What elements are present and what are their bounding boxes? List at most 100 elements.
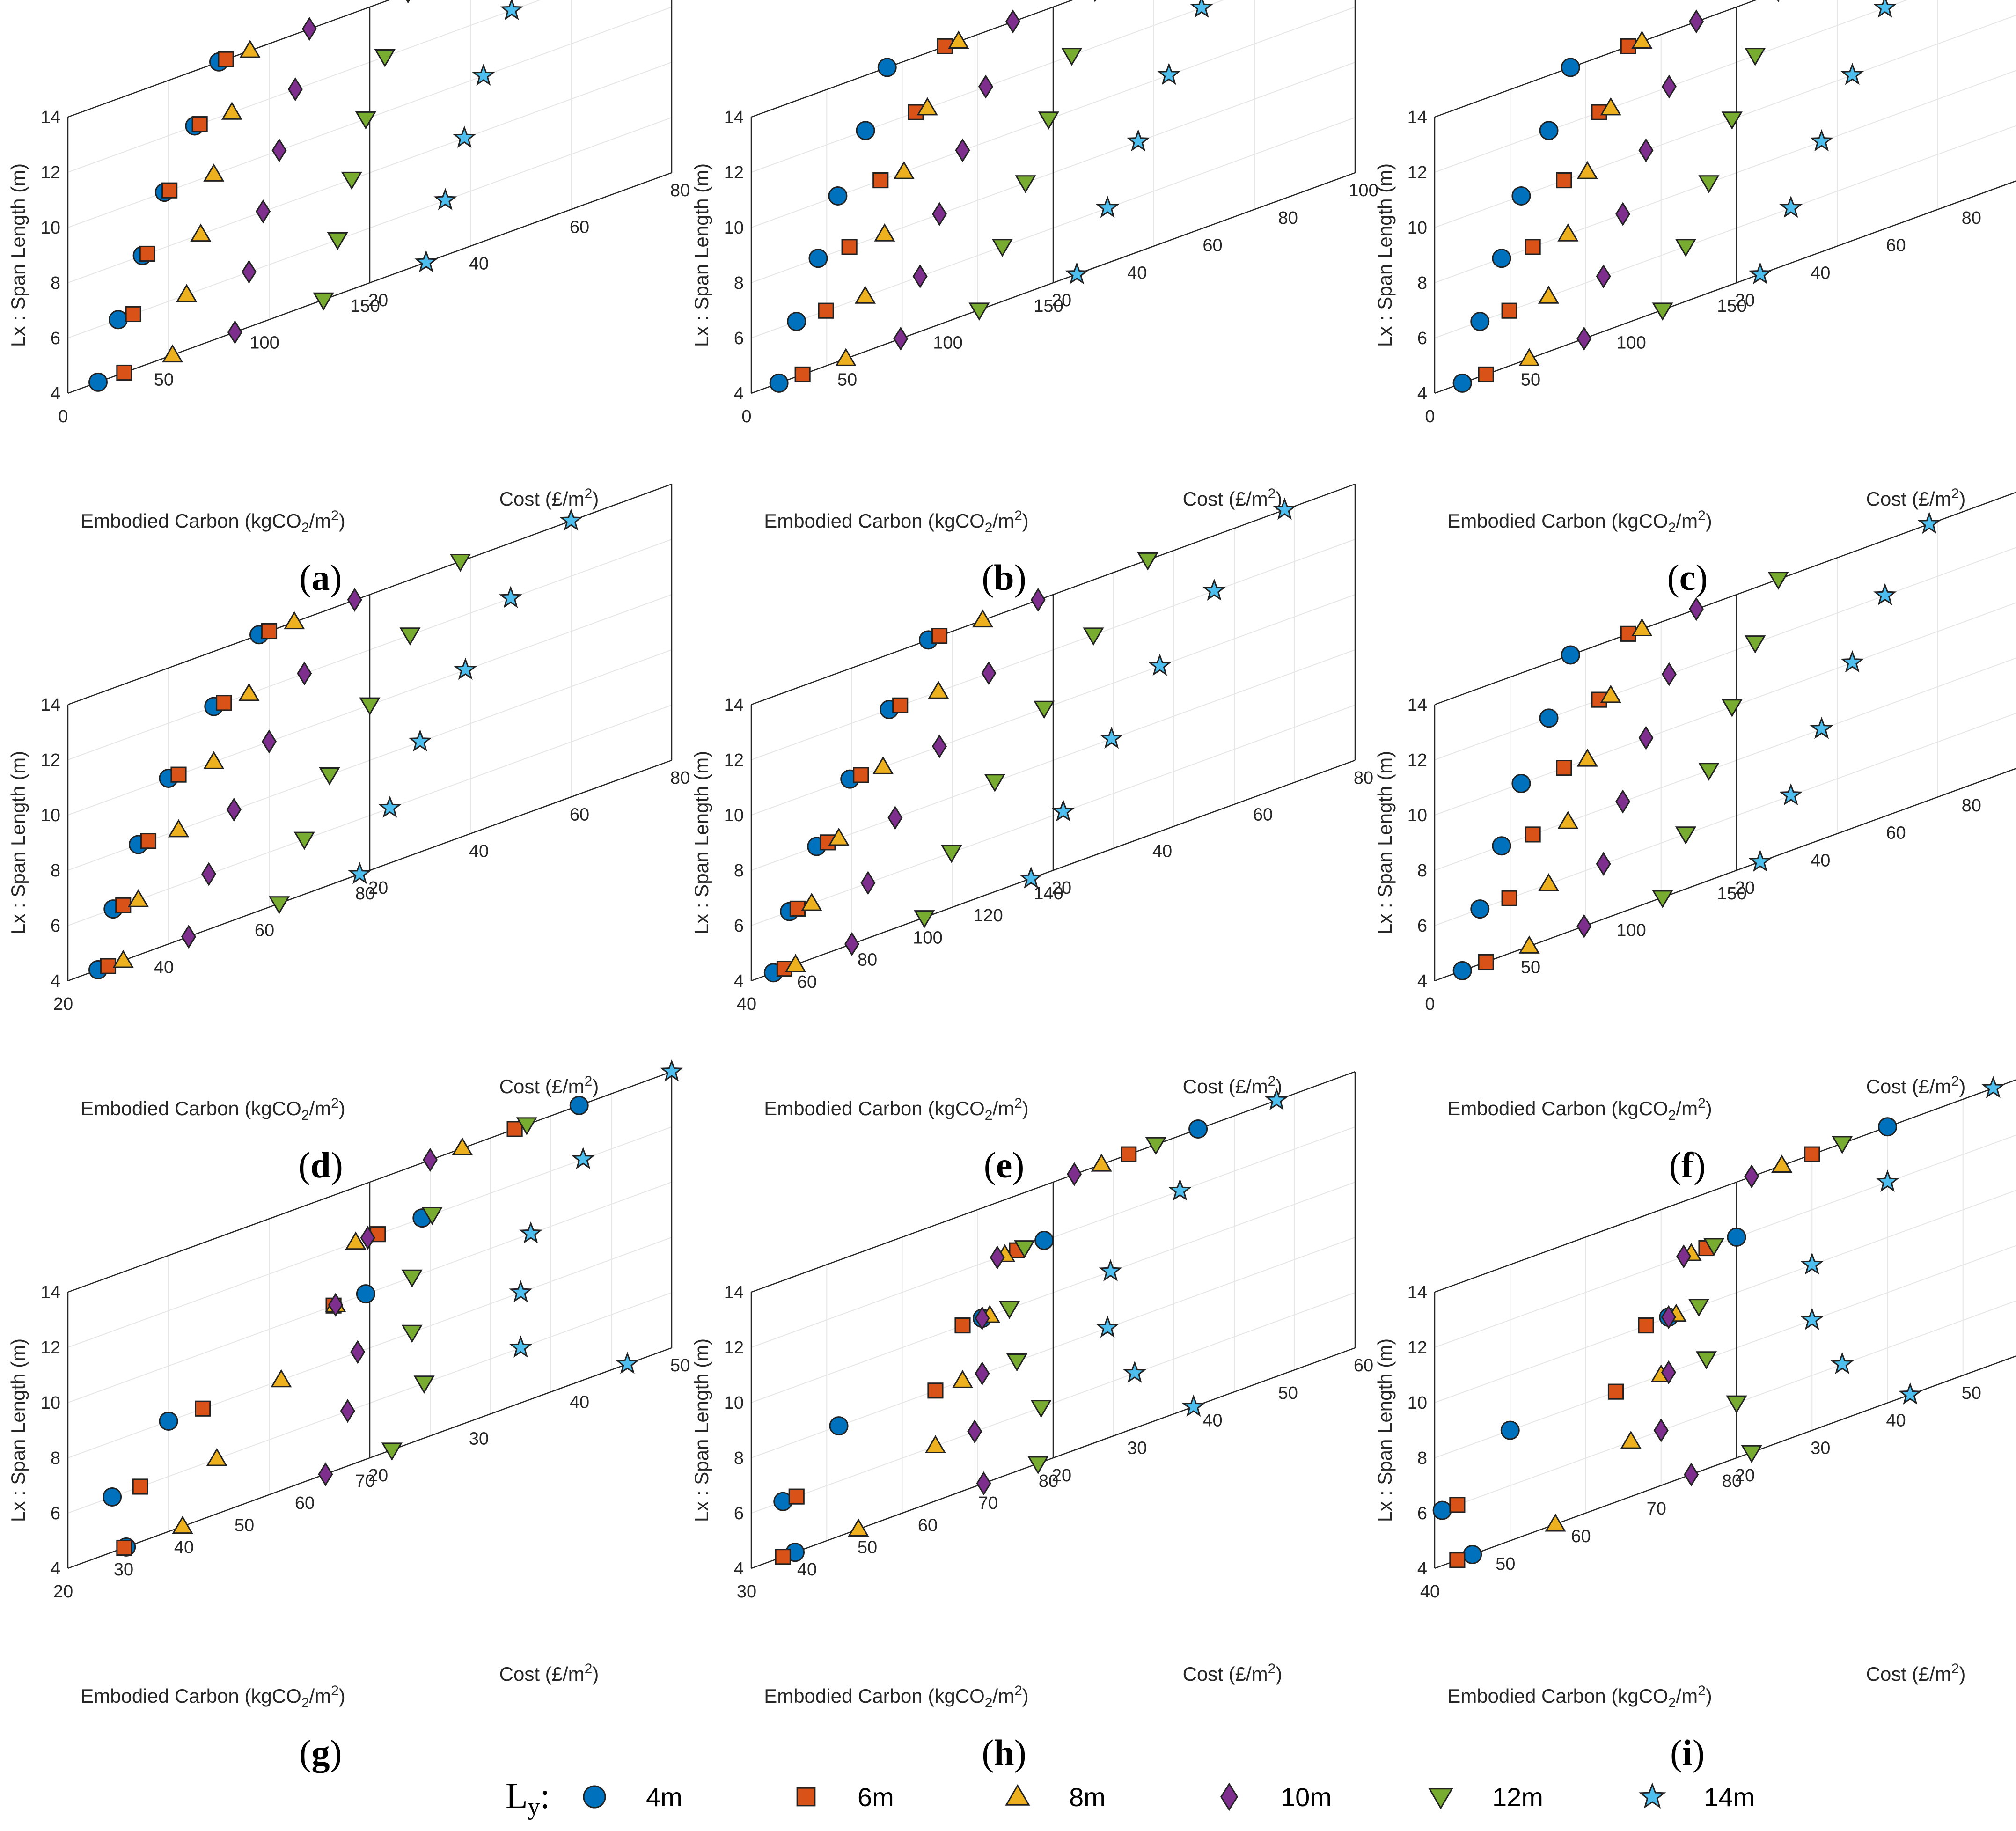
data-point-6m xyxy=(775,1549,791,1565)
x-tick-label: 150 xyxy=(1034,296,1063,316)
y-tick-label: 20 xyxy=(368,291,388,310)
x-tick-label: 60 xyxy=(918,1515,938,1535)
data-points xyxy=(763,497,1297,983)
data-point-8m xyxy=(203,163,225,182)
panel-label: (d) xyxy=(298,1145,343,1185)
z-tick-label: 10 xyxy=(1408,806,1427,825)
legend-entry-6m: 6m xyxy=(796,1782,894,1812)
data-point-6m xyxy=(195,1400,211,1417)
data-point-6m xyxy=(170,766,187,783)
data-point-12m xyxy=(1767,572,1789,590)
data-point-6m xyxy=(218,51,234,67)
data-point-4m xyxy=(88,372,108,392)
data-point-6m xyxy=(116,364,132,381)
data-point-10m xyxy=(360,1226,375,1250)
data-point-6m xyxy=(191,116,208,132)
data-point-6m xyxy=(872,172,889,189)
data-point-10m xyxy=(932,202,947,226)
y-tick-label: 50 xyxy=(1278,1383,1298,1403)
data-point-10m xyxy=(981,661,997,685)
data-point-14m xyxy=(378,795,402,818)
z-tick-label: 10 xyxy=(41,218,60,238)
data-points xyxy=(88,508,583,979)
data-point-6m xyxy=(139,245,155,262)
data-point-14m xyxy=(660,1059,683,1082)
legend-title: Ly: xyxy=(506,1775,550,1820)
x-axis-label: Embodied Carbon (kgCO2/m2) xyxy=(764,508,1029,536)
data-point-14m xyxy=(1096,195,1120,218)
data-point-14m xyxy=(1748,262,1772,285)
panel-label: (c) xyxy=(1667,557,1708,598)
data-point-14m xyxy=(348,862,372,884)
data-point-14m xyxy=(1019,866,1043,889)
z-tick-label: 10 xyxy=(1408,218,1427,238)
z-tick-label: 12 xyxy=(724,750,744,770)
z-tick-label: 6 xyxy=(1417,916,1427,936)
z-axis-label: Lx : Span Length (m) xyxy=(690,1338,712,1522)
data-point-12m xyxy=(1745,48,1766,66)
data-point-8m xyxy=(848,1518,869,1537)
data-point-14m xyxy=(1051,799,1075,822)
data-point-8m xyxy=(345,1231,367,1250)
data-point-4m xyxy=(877,58,897,77)
x-tick-label: 50 xyxy=(1496,1554,1515,1574)
data-point-14m xyxy=(1779,195,1803,218)
data-point-6m xyxy=(1620,625,1636,642)
data-point-12m xyxy=(1061,48,1083,66)
z-tick-label: 8 xyxy=(1417,1449,1427,1468)
data-points xyxy=(773,1088,1289,1565)
z-axis-label: Lx : Span Length (m) xyxy=(7,751,29,934)
data-point-14m xyxy=(1123,1360,1147,1383)
legend-entry-8m: 8m xyxy=(1005,1782,1106,1812)
data-point-8m xyxy=(1091,1153,1112,1172)
data-point-10m xyxy=(226,797,242,822)
z-tick-label: 6 xyxy=(51,1504,60,1523)
data-point-14m xyxy=(1065,262,1089,285)
y-tick-label: 30 xyxy=(469,1429,489,1449)
data-point-10m xyxy=(350,1340,366,1364)
data-point-14m xyxy=(1181,1394,1205,1417)
x-tick-label: 0 xyxy=(1425,994,1435,1014)
legend-marker-6m xyxy=(796,1787,816,1807)
data-point-8m xyxy=(1576,161,1598,179)
axis-labels: Embodied Carbon (kgCO2/m2) Cost (£/m2) Lx … xyxy=(690,163,1282,536)
data-point-10m xyxy=(227,320,242,345)
data-point-10m xyxy=(1661,1305,1676,1330)
axis-labels: Embodied Carbon (kgCO2/m2) Cost (£/m2) Lx … xyxy=(7,163,599,536)
data-point-4m xyxy=(569,1096,589,1115)
data-point-12m xyxy=(1741,1445,1762,1463)
data-points xyxy=(103,1059,683,1557)
data-point-6m xyxy=(161,182,178,199)
y-tick-label: 50 xyxy=(670,1356,690,1375)
x-axis-label: Embodied Carbon (kgCO2/m2) xyxy=(81,1683,345,1711)
z-tick-label: 4 xyxy=(1417,971,1427,991)
data-point-12m xyxy=(374,49,396,67)
data-points xyxy=(1452,0,1897,393)
data-point-4m xyxy=(828,186,848,206)
data-point-4m xyxy=(1492,836,1511,856)
z-tick-label: 8 xyxy=(51,273,60,293)
x-tick-label: 50 xyxy=(858,1538,877,1558)
z-tick-label: 8 xyxy=(51,861,60,881)
data-point-12m xyxy=(1034,700,1055,719)
data-point-8m xyxy=(1600,684,1621,703)
data-points xyxy=(1452,511,1941,980)
legend-marker-4m xyxy=(583,1785,606,1809)
data-point-4m xyxy=(1470,312,1490,331)
z-tick-label: 12 xyxy=(1408,163,1427,183)
data-point-6m xyxy=(132,1478,148,1495)
axis-labels: Embodied Carbon (kgCO2/m2) Cost (£/m2) Lx … xyxy=(1374,751,1965,1123)
z-tick-label: 6 xyxy=(1417,1504,1427,1523)
data-point-10m xyxy=(1661,1360,1676,1385)
y-tick-label: 20 xyxy=(368,1466,388,1485)
z-tick-label: 14 xyxy=(1408,695,1427,715)
data-point-6m xyxy=(788,1488,805,1505)
y-tick-label: 40 xyxy=(469,842,489,861)
legend-label: 14m xyxy=(1704,1782,1755,1812)
z-tick-label: 6 xyxy=(734,1504,744,1523)
data-point-8m xyxy=(893,161,915,179)
